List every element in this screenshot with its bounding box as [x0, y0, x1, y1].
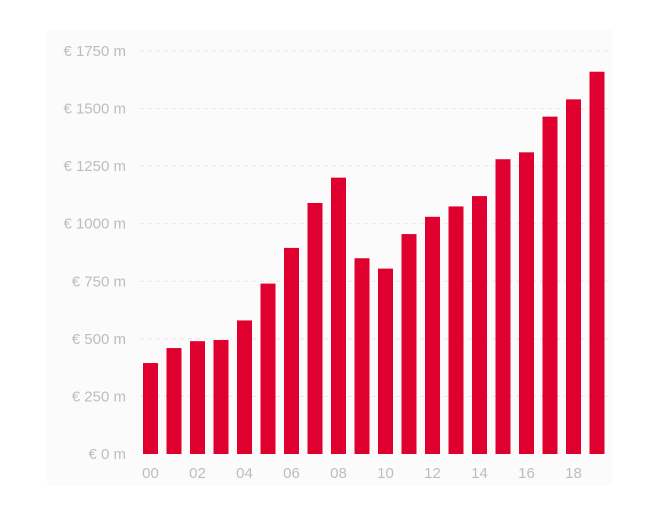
bar-16	[519, 152, 534, 454]
bar-19	[589, 71, 605, 455]
bars	[143, 71, 605, 455]
bar-09	[354, 258, 370, 454]
x-tick-label: 10	[377, 465, 394, 482]
grid-lines	[140, 50, 610, 397]
bar-17	[542, 116, 558, 454]
bar-14	[472, 196, 487, 454]
y-tick-label: € 1000 m	[63, 216, 126, 233]
x-tick-label: 02	[189, 465, 206, 482]
plot-background	[47, 30, 612, 485]
y-tick-label: € 1750 m	[63, 43, 126, 60]
bar-15	[495, 159, 511, 454]
x-tick-label: 06	[283, 465, 300, 482]
bar-01	[166, 348, 182, 454]
bar-04	[237, 320, 252, 454]
x-tick-label: 08	[330, 465, 347, 482]
x-tick-label: 12	[424, 465, 441, 482]
bar-11	[401, 234, 417, 454]
x-tick-label: 14	[471, 465, 488, 482]
y-tick-label: € 1500 m	[63, 101, 126, 118]
y-tick-label: € 750 m	[72, 273, 126, 290]
bar-00	[143, 363, 158, 454]
bar-12	[425, 216, 440, 454]
y-tick-label: € 1250 m	[63, 158, 126, 175]
y-tick-label: € 250 m	[72, 388, 126, 405]
y-tick-label: € 0 m	[88, 446, 126, 463]
y-axis: € 0 m € 250 m € 500 m € 750 m € 1000 m € 1250…	[63, 43, 126, 463]
bar-03	[213, 340, 229, 454]
x-tick-label: 04	[236, 465, 253, 482]
bar-05	[260, 283, 276, 454]
bar-07	[307, 202, 323, 454]
bar-10	[378, 268, 393, 454]
bar-08	[331, 177, 346, 454]
x-tick-label: 16	[518, 465, 535, 482]
bar-02	[190, 341, 205, 454]
y-tick-label: € 500 m	[72, 331, 126, 348]
bar-06	[284, 247, 299, 454]
x-tick-label: 00	[142, 465, 159, 482]
bar-18	[566, 99, 581, 455]
x-tick-label: 18	[565, 465, 582, 482]
bar-13	[448, 206, 464, 454]
x-axis: 00 02 04 06 08 10 12 14 16 18	[142, 465, 582, 482]
